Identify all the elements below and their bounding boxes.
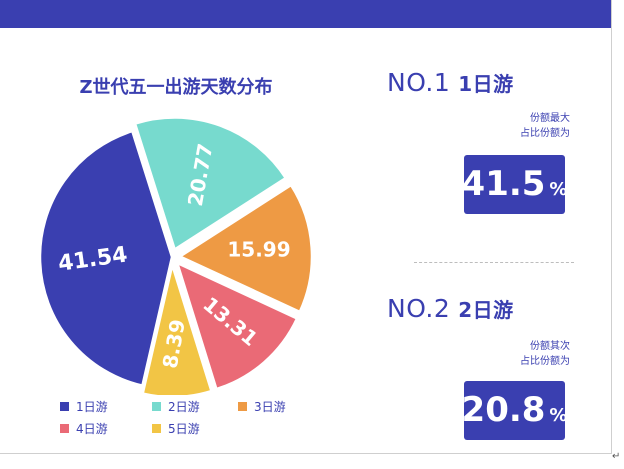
legend-item-5day: 5日游: [152, 420, 200, 437]
legend-swatch: [60, 402, 69, 411]
rank1-unit: %: [549, 179, 568, 200]
pie-slice-4day: [175, 260, 299, 391]
rank1-value: 41.5: [461, 164, 546, 204]
rank2-note: 份额其次 占比份额为: [520, 339, 570, 369]
legend-label: 3日游: [254, 400, 286, 414]
frame-border-right: [611, 0, 612, 454]
legend-item-2day: 2日游: [152, 398, 200, 415]
pie-slice-5day: [141, 260, 214, 395]
rank2-number: NO.2: [387, 294, 451, 323]
legend-label: 1日游: [76, 400, 108, 414]
rank2-value: 20.8: [461, 390, 546, 430]
rank2-note-line1: 份额其次: [530, 341, 570, 352]
pie-label-3day: 15.99: [227, 237, 290, 261]
rank1-value-box: 41.5%: [461, 155, 568, 214]
rank1-note: 份额最大 占比份额为: [520, 111, 570, 141]
rank1-label: 1日游: [458, 72, 514, 96]
rank2-unit: %: [549, 405, 568, 426]
rank1-number: NO.1: [387, 68, 451, 97]
legend-item-3day: 3日游: [238, 398, 286, 415]
legend-swatch: [238, 402, 247, 411]
chart-legend: 1日游 2日游 3日游 4日游 5日游: [60, 398, 320, 440]
pie-slice-3day: [177, 183, 314, 314]
paragraph-mark: ↵: [612, 451, 621, 462]
rank2-note-line2: 占比份额为: [520, 356, 570, 367]
legend-item-4day: 4日游: [60, 420, 108, 437]
section-divider: [414, 262, 574, 263]
rank2-label: 2日游: [458, 298, 514, 322]
rank2-heading: NO.2 2日游: [387, 294, 514, 323]
pie-slice-1day: [38, 129, 174, 388]
legend-item-1day: 1日游: [60, 398, 108, 415]
chart-title: Z世代五一出游天数分布: [79, 77, 273, 98]
legend-label: 4日游: [76, 422, 108, 436]
legend-swatch: [152, 402, 161, 411]
legend-swatch: [60, 424, 69, 433]
frame-border-bottom: [0, 453, 612, 454]
rank1-heading: NO.1 1日游: [387, 68, 514, 97]
top-banner: [0, 0, 612, 28]
legend-label: 2日游: [168, 400, 200, 414]
legend-label: 5日游: [168, 422, 200, 436]
legend-swatch: [152, 424, 161, 433]
rank1-note-line2: 占比份额为: [520, 128, 570, 139]
rank1-note-line1: 份额最大: [530, 113, 570, 124]
rank2-value-box: 20.8%: [461, 381, 568, 440]
pie-slice-2day: [133, 116, 288, 252]
